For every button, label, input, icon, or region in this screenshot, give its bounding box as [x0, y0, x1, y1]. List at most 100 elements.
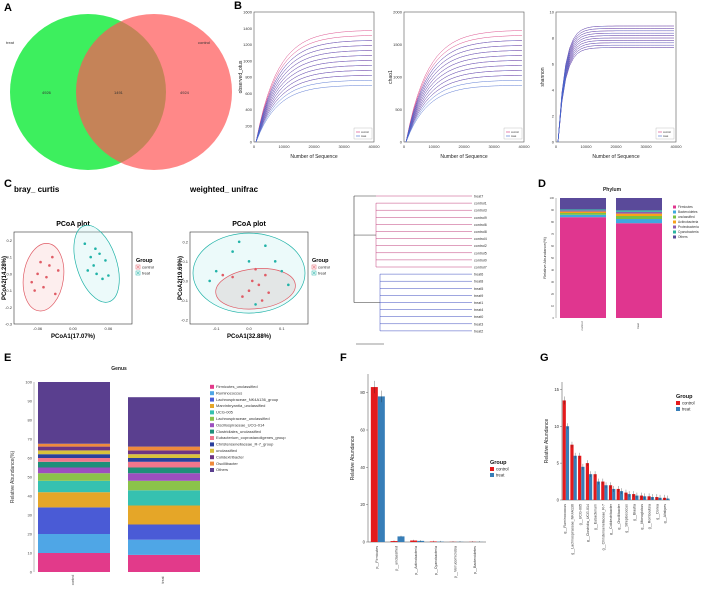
- pcoa-point-treat: [254, 303, 257, 306]
- pcoa-point-treat: [280, 269, 284, 273]
- pcoa-point-treat: [86, 269, 90, 272]
- pcoa-xtick: 0.00: [69, 326, 78, 331]
- genus-ytick: 30: [28, 513, 33, 518]
- group-xtick: g__Clostridia_UCG-014: [586, 504, 590, 542]
- pcoa-point-treat: [95, 272, 98, 276]
- rarefaction-curve-treat: [557, 35, 674, 143]
- group-legend-swatch: [676, 401, 680, 405]
- phylum-legend-swatch: [673, 205, 676, 209]
- pcoa-legend-key: [135, 270, 141, 276]
- rarefaction-ytick: 6: [552, 62, 555, 67]
- pcoa-point-control: [267, 291, 270, 294]
- phylum-legend-swatch: [673, 215, 676, 219]
- pcoa-legend-key: [135, 264, 141, 270]
- pcoa-point-treat: [214, 269, 218, 273]
- pcoa-legend-dot: [137, 272, 139, 274]
- phylum-ytick: 0: [553, 316, 555, 320]
- phylum-legend-label: Others: [678, 235, 688, 239]
- rarefaction-curve-treat: [405, 65, 523, 143]
- pcoa-point-treat: [264, 244, 267, 248]
- phylum-legend-label: Actinobacteria: [678, 220, 698, 224]
- phylum-group-chart: 0 20 40 60 80 Relative Abundance p__Firmicutes…: [350, 374, 509, 578]
- pcoa-ytick: -0.1: [5, 288, 13, 293]
- genus-bar-segment: [128, 480, 200, 491]
- rarefaction-xtick: 40000: [670, 144, 682, 149]
- phylum-bar-segment-cyanobacteria: [560, 209, 606, 211]
- rarefaction-curve-treat: [405, 60, 522, 143]
- group-xtick: g__UCG-005: [578, 504, 582, 525]
- rarefaction-ytick: 800: [245, 75, 252, 80]
- group-xtick: g__Ruminococcus: [563, 504, 567, 534]
- rarefaction-xtick: 0: [403, 144, 406, 149]
- rarefaction-xlabel: Number of Sequence: [290, 154, 337, 160]
- rarefaction-xtick: 40000: [368, 144, 380, 149]
- pcoa-unifrac-chart: weighted_ unifrac PCoA plot -0.1 0.0 0.1 -0.2…: [178, 185, 330, 340]
- group-bar-treat: [581, 466, 585, 500]
- rarefaction-ytick: 0: [250, 140, 253, 145]
- rarefaction-curve-treat: [557, 28, 674, 143]
- genus-legend-label: UCG-005: [216, 410, 234, 415]
- pcoa-point-control: [42, 285, 45, 289]
- genus-bar-segment: [38, 467, 110, 474]
- genus-bar-segment: [128, 473, 200, 481]
- group-xtick: g__Alistipes: [663, 504, 667, 524]
- genus-ytick: 80: [28, 418, 33, 423]
- rarefaction-ytick: 1600: [243, 10, 253, 15]
- phylum-legend-label: Bacteroidetes: [678, 210, 698, 214]
- dendrogram-leaf-label: control6: [474, 223, 487, 227]
- rarefaction-curve-control: [405, 30, 523, 143]
- group-bar-treat: [565, 426, 570, 500]
- genus-legend-swatch: [210, 429, 214, 434]
- genus-legend-swatch: [210, 461, 214, 466]
- genus-legend-swatch: [210, 448, 214, 453]
- phylum-bar-segment-proteobacteria: [616, 211, 662, 214]
- genus-legend-swatch: [210, 442, 214, 447]
- phylum-ytick: 70: [551, 232, 554, 236]
- group-xtick: g__Lachnospiraceae_NK4A136: [571, 504, 575, 555]
- pcoa-ylabel: PCoA2(19.69%): [178, 256, 184, 300]
- rarefaction-curve-treat: [557, 37, 674, 143]
- rarefaction-curve-treat: [255, 55, 373, 143]
- genus-legend-label: Ruminococcus: [216, 390, 242, 395]
- phylum-ytick: 60: [551, 244, 554, 248]
- rarefaction-ytick: 8: [552, 36, 555, 41]
- pcoa-point-control: [260, 299, 264, 302]
- rarefaction-curve-treat: [255, 50, 373, 143]
- genus-legend-swatch: [210, 436, 214, 440]
- rarefaction-curve-control: [255, 30, 373, 143]
- rarefaction-curve-treat: [405, 45, 523, 143]
- genus-ytick: 40: [28, 494, 33, 499]
- rarefaction-xtick: 10000: [428, 144, 440, 149]
- pcoa-legend-title: Group: [312, 258, 329, 264]
- pcoa-ytick: 0.2: [182, 239, 188, 244]
- dendrogram-leaf-label: treat1: [474, 301, 483, 305]
- group-bar-control: [593, 474, 597, 500]
- pcoa-point-treat: [287, 283, 290, 287]
- pcoa-subtitle: weighted_ unifrac: [189, 185, 259, 194]
- pcoa-xtick: 0.06: [105, 326, 114, 331]
- group-bar-treat: [619, 491, 624, 500]
- group-legend-title: Group: [676, 394, 693, 400]
- pcoa-ytick: 0.0: [6, 271, 12, 276]
- dendrogram-leaf-label: control7: [474, 266, 487, 270]
- rarefaction-xtick: 30000: [488, 144, 500, 149]
- phylum-ylabel: Relative Abundance(%): [542, 236, 547, 278]
- genus-legend-label: Oscillibacter: [216, 461, 238, 466]
- group-bar-treat: [573, 455, 577, 500]
- pcoa-point-control: [33, 289, 36, 292]
- group-xtick: g__Monoglobus: [640, 504, 644, 530]
- pcoa-legend-label: control: [318, 265, 330, 270]
- rarefaction-ytick: 2000: [393, 10, 403, 15]
- pcoa-point-control: [54, 292, 57, 296]
- phylum-ytick: 40: [551, 268, 554, 272]
- venn-chart: treat control 4926 1491 4924: [6, 14, 232, 170]
- rarefaction-curve-treat: [557, 40, 674, 143]
- pcoa-point-control: [241, 295, 244, 298]
- group-xtick: g__Romboutsia: [648, 504, 652, 529]
- group-legend-label: treat: [682, 407, 691, 412]
- rarefaction-curve-treat: [255, 75, 373, 143]
- pcoa-point-control: [257, 283, 261, 287]
- genus-bar-segment: [128, 461, 200, 468]
- rarefaction-ytick: 0: [552, 140, 555, 145]
- panel-label-b: B: [234, 0, 242, 12]
